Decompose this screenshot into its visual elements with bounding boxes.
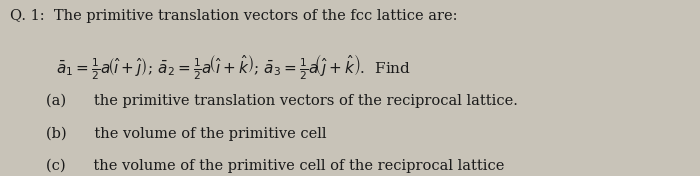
- Text: Q. 1:  The primitive translation vectors of the fcc lattice are:: Q. 1: The primitive translation vectors …: [10, 9, 458, 23]
- Text: $\bar{a}_1 = \frac{1}{2}a\!\left(\hat{\imath}+\hat{\jmath}\right)$; $\bar{a}_2 =: $\bar{a}_1 = \frac{1}{2}a\!\left(\hat{\i…: [56, 53, 411, 82]
- Text: (a)      the primitive translation vectors of the reciprocal lattice.: (a) the primitive translation vectors of…: [46, 93, 517, 108]
- Text: (c)      the volume of the primitive cell of the reciprocal lattice: (c) the volume of the primitive cell of …: [46, 158, 504, 173]
- Text: (b)      the volume of the primitive cell: (b) the volume of the primitive cell: [46, 127, 326, 141]
